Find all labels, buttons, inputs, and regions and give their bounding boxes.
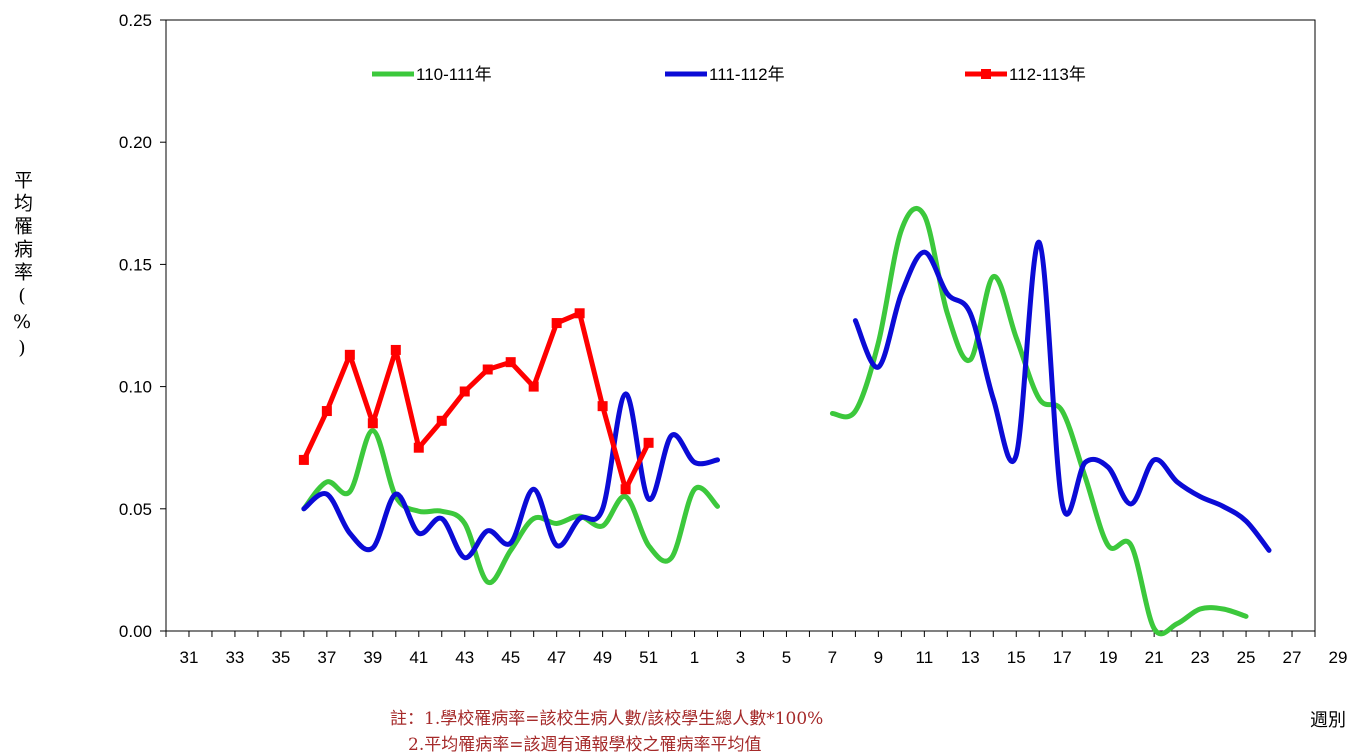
x-tick-label: 9 [874,648,883,667]
data-point [551,318,562,329]
x-tick-label: 43 [455,648,474,667]
x-tick-label: 1 [690,648,699,667]
y-tick-label: 0.05 [119,500,152,519]
x-tick-label: 3 [736,648,745,667]
x-tick-label: 17 [1053,648,1072,667]
data-point [321,406,332,417]
series-line [301,428,721,585]
data-point [528,381,539,392]
x-tick-label: 13 [961,648,980,667]
plot-frame [165,19,1316,632]
x-tick-label: 21 [1145,648,1164,667]
data-point [482,364,493,375]
x-tick-label: 41 [409,648,428,667]
series-line [301,310,652,492]
legend-label: 111-112年 [709,65,785,84]
x-tick-label: 5 [782,648,791,667]
y-tick-label: 0.20 [119,133,152,152]
x-tick-label: 51 [639,648,658,667]
series-line [852,239,1272,553]
x-tick-label: 31 [180,648,199,667]
y-tick-label: 0.15 [119,255,152,274]
y-axis-label: 平均罹病率(%) [11,170,33,363]
legend-marker [981,69,991,79]
x-tick-label: 23 [1191,648,1210,667]
y-tick-label: 0.10 [119,378,152,397]
x-tick-label: 19 [1099,648,1118,667]
x-tick-label: 45 [501,648,520,667]
data-point [505,357,516,368]
x-tick-label: 39 [363,648,382,667]
series-lines [298,206,1272,637]
y-tick-label: 0.00 [119,622,152,641]
x-tick-label: 29 [1329,648,1348,667]
data-point [367,418,378,429]
data-point [459,386,470,397]
series-line [301,391,721,561]
x-tick-label: 11 [916,648,934,667]
y-tick-labels: 0.00 0.05 0.10 0.15 0.20 0.25 [119,11,152,641]
data-point [298,454,309,465]
data-point [597,401,608,412]
x-tick-label: 27 [1283,648,1302,667]
data-point [413,442,424,453]
series-line [829,206,1249,637]
x-tick-label: 15 [1007,648,1026,667]
data-point [436,415,447,426]
x-tick-labels: 31 33 35 37 39 41 43 45 47 49 51 1 3 5 7 9 11 13 15 17 19 21 2… [180,648,1348,667]
legend-label: 112-113年 [1009,65,1086,84]
axes [160,19,1316,637]
x-tick-label: 33 [225,648,244,667]
data-point [390,344,401,355]
x-tick-label: 49 [593,648,612,667]
data-point [643,437,654,448]
footnote-2: 2.平均罹病率=該週有通報學校之罹病率平均值 [408,735,762,755]
legend: 110-111年 111-112年 112-113年 [372,65,1086,84]
x-tick-label: 37 [317,648,336,667]
data-point [620,484,631,495]
series-2 [301,239,1272,561]
data-point [574,308,585,319]
x-axis-label: 週別 [1310,710,1346,731]
x-tick-label: 47 [547,648,566,667]
data-point [344,349,355,360]
x-tick-label: 35 [271,648,290,667]
legend-label: 110-111年 [416,65,492,84]
y-tick-label: 0.25 [119,11,152,30]
x-tick-label: 25 [1237,648,1256,667]
series-3 [298,308,654,495]
footnote-1: 註：1.學校罹病率=該校生病人數/該校學生總人數*100% [390,709,824,729]
series-1 [301,206,1249,637]
x-tick-label: 7 [828,648,837,667]
